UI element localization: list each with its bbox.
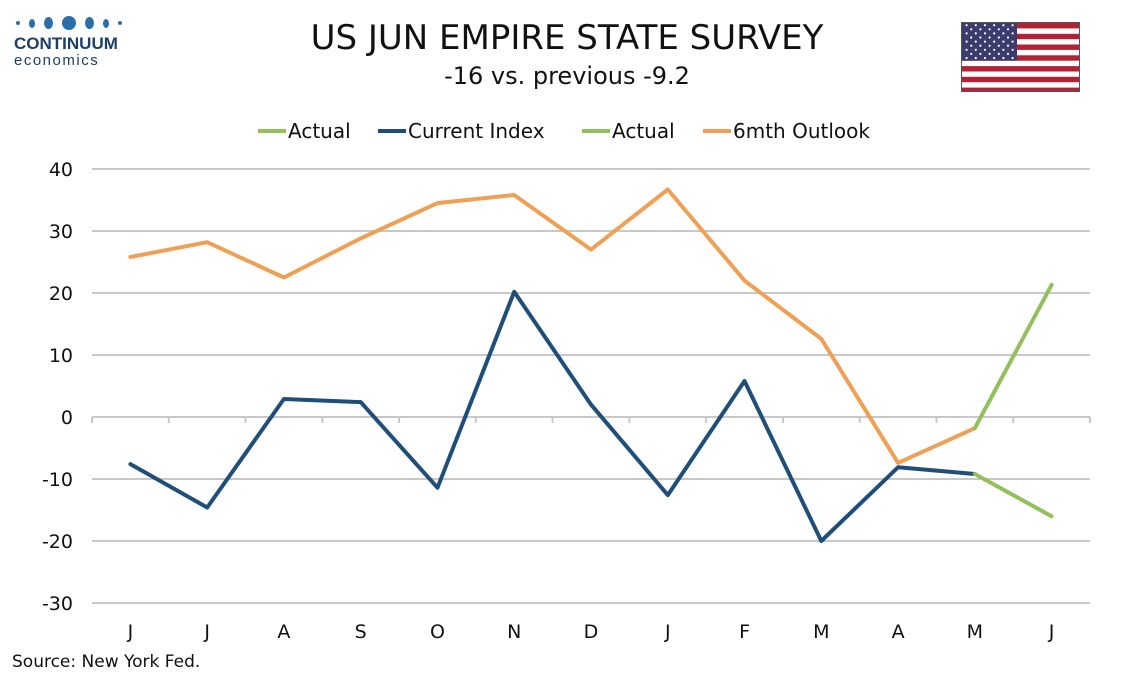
x-tick-label: J <box>1048 621 1055 643</box>
x-tick-label: S <box>355 621 367 643</box>
series-line-actual-1 <box>972 472 1054 519</box>
continuum-logo: CONTINUUM economics <box>14 14 134 69</box>
x-tick-label: M <box>967 621 983 643</box>
x-tick-label: J <box>127 621 134 643</box>
x-tick-label: A <box>277 621 290 643</box>
us-flag-icon <box>961 22 1080 92</box>
series-line-actual-3 <box>972 282 1054 431</box>
legend-label: Current Index <box>408 119 545 143</box>
y-tick-label: 30 <box>49 221 73 243</box>
chart-subtitle: -16 vs. previous -9.2 <box>444 62 690 90</box>
logo-dots-icon <box>16 14 134 32</box>
legend-label: 6mth Outlook <box>733 119 870 143</box>
y-tick-label: -30 <box>42 593 73 615</box>
logo-subtitle: economics <box>14 52 100 69</box>
x-tick-label: M <box>813 621 829 643</box>
chart-title: US JUN EMPIRE STATE SURVEY <box>310 18 824 58</box>
y-tick-label: 20 <box>49 283 73 305</box>
source-note: Source: New York Fed. <box>12 652 201 672</box>
logo-name: CONTINUUM <box>14 34 118 53</box>
x-tick-label: F <box>739 621 750 643</box>
y-tick-label: 40 <box>49 159 73 181</box>
y-tick-label: -20 <box>42 531 73 553</box>
x-tick-label: J <box>203 621 210 643</box>
x-tick-label: A <box>892 621 905 643</box>
series-line-current-index-0 <box>128 289 977 543</box>
y-tick-label: 0 <box>61 407 73 429</box>
x-tick-label: D <box>584 621 599 643</box>
series-line-6mth-outlook-2 <box>128 187 977 465</box>
legend-label: Actual <box>612 119 675 143</box>
x-tick-label: J <box>664 621 671 643</box>
x-tick-label: N <box>507 621 521 643</box>
y-tick-label: -10 <box>42 469 73 491</box>
x-tick-label: O <box>430 621 445 643</box>
y-tick-label: 10 <box>49 345 73 367</box>
legend-label: Actual <box>288 119 351 143</box>
